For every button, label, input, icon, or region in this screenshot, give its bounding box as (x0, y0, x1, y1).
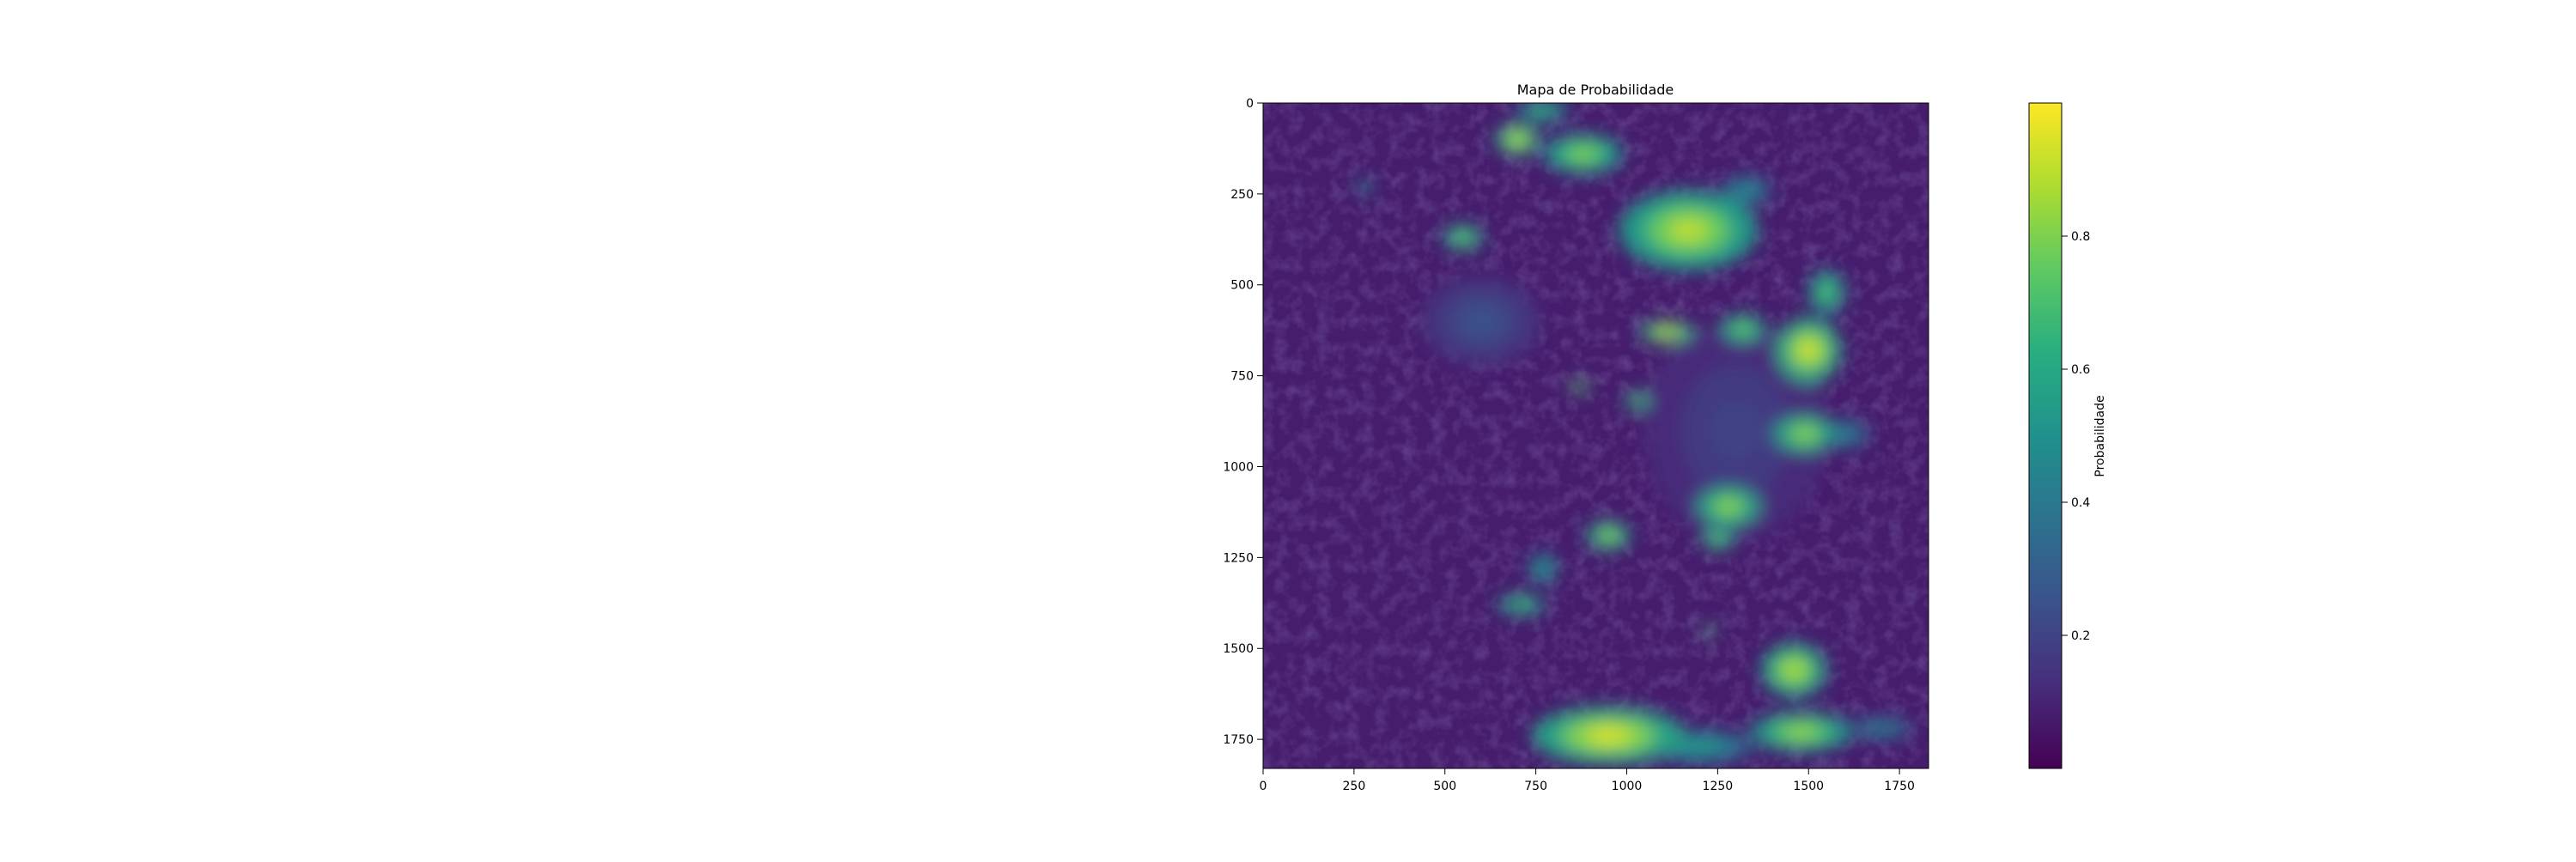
y-tick-label: 1250 (1223, 551, 1254, 565)
heatmap-hotspot-core (1577, 385, 1583, 389)
x-tick-label: 1250 (1703, 780, 1734, 793)
heatmap-hotspot-core (1571, 148, 1595, 160)
colorbar-label: Probabilidade (2093, 395, 2107, 477)
heatmap-hotspot-core (1710, 399, 1762, 461)
chart-title: Mapa de Probabilidade (1517, 82, 1674, 98)
x-tick-label: 1750 (1884, 780, 1915, 793)
x-tick-label: 250 (1343, 780, 1366, 793)
heatmap-hotspot-core (1821, 286, 1832, 299)
heatmap-hotspots (1355, 103, 1915, 765)
heatmap-hotspot-core (1634, 398, 1642, 404)
colorbar-tick-label: 0.6 (2071, 363, 2090, 377)
heatmap-hotspot-core (1602, 531, 1615, 540)
x-tick-label: 750 (1524, 780, 1547, 793)
x-tick-label: 0 (1260, 780, 1267, 793)
y-axis: 0 250 500 750 1000 1250 1500 1750 (1223, 97, 1263, 747)
heatmap-hotspot-core (1795, 428, 1814, 440)
heatmap-hotspot-core (1457, 234, 1469, 241)
heatmap-hotspot-core (1799, 341, 1818, 360)
x-tick-label: 1500 (1793, 780, 1824, 793)
heatmap-hotspot-core (1838, 429, 1852, 439)
heatmap-hotspot-core (1587, 727, 1631, 744)
y-tick-label: 250 (1230, 188, 1254, 202)
heatmap-hotspot-core (1362, 185, 1368, 189)
heatmap-hotspot-core (1684, 742, 1715, 751)
y-tick-label: 0 (1246, 97, 1254, 111)
y-tick-label: 1000 (1223, 460, 1254, 474)
heatmap-hotspot-core (1787, 726, 1816, 738)
x-tick-label: 1000 (1612, 780, 1643, 793)
y-tick-label: 1500 (1223, 642, 1254, 656)
heatmap-hotspot-core (1736, 324, 1750, 333)
colorbar-tick-label: 0.4 (2071, 496, 2090, 510)
heatmap-hotspot-core (1514, 602, 1528, 608)
x-axis: 0 250 500 750 1000 1250 1500 1750 (1260, 768, 1915, 793)
heatmap-hotspot-core (1539, 564, 1547, 573)
heatmap-hotspot-core (1872, 725, 1891, 731)
heatmap-hotspot-core (1465, 308, 1498, 334)
heatmap-hotspot-core (1784, 662, 1803, 678)
colorbar-tick-label: 0.8 (2071, 230, 2090, 244)
heatmap-hotspot-core (1659, 329, 1674, 336)
colorbar: 0.2 0.4 0.6 0.8 Probabilidade (2028, 102, 2107, 769)
colorbar-ticks: 0.2 0.4 0.6 0.8 (2062, 230, 2090, 643)
colorbar-tick-label: 0.2 (2071, 629, 2090, 643)
heatmap-hotspot-core (1706, 628, 1710, 632)
heatmap-hotspot-core (1535, 106, 1551, 114)
heatmap-hotspot-core (1739, 185, 1754, 195)
heatmap-plot-area (1262, 102, 1929, 769)
x-tick-label: 500 (1433, 780, 1456, 793)
y-tick-label: 1750 (1223, 733, 1254, 747)
y-tick-label: 750 (1230, 370, 1254, 384)
plot-frame (1262, 102, 1929, 769)
heatmap-hotspot-core (1668, 219, 1709, 242)
y-tick-label: 500 (1230, 279, 1254, 293)
heatmap-hotspot-core (1511, 135, 1524, 144)
heatmap-hotspot-core (1719, 501, 1738, 513)
heatmap-hotspot-core (1713, 536, 1722, 543)
colorbar-gradient (2028, 102, 2063, 769)
